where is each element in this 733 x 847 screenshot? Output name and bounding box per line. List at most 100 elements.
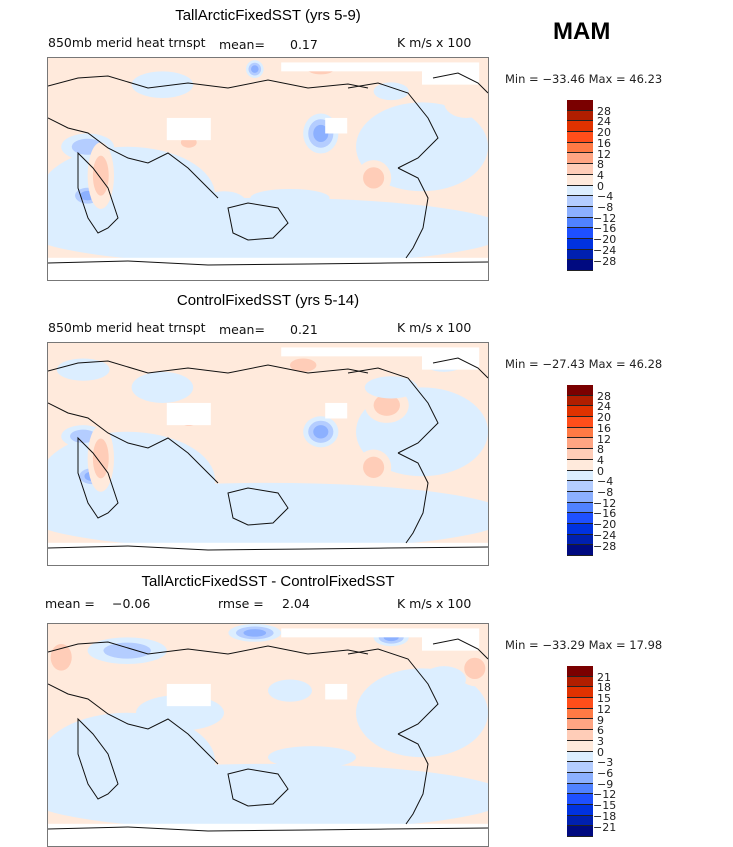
- colorbar-swatch: [567, 772, 593, 784]
- colorbar-tick-label: 8: [597, 443, 604, 457]
- coastline: [347, 82, 439, 169]
- colorbar-tick-label: −4: [597, 190, 614, 204]
- colorbar-swatch: [567, 708, 593, 720]
- field-contour: [444, 86, 488, 118]
- colorbar-tick-label: −12: [593, 496, 617, 510]
- coastline: [432, 357, 488, 379]
- colorbar-tick-label: 12: [597, 147, 611, 161]
- map-svg: [48, 343, 488, 565]
- colorbar-swatch: [567, 523, 593, 535]
- colorbar-tick-label: 4: [597, 168, 604, 182]
- field-contour: [363, 456, 385, 478]
- coastline: [432, 72, 488, 94]
- colorbar: [567, 666, 593, 837]
- mean-label: mean=: [219, 322, 265, 337]
- colorbar-tick-label: −6: [597, 767, 614, 780]
- colorbar-swatch: [567, 740, 593, 752]
- coastline: [397, 167, 429, 259]
- colorbar-swatch: [567, 826, 593, 837]
- colorbar-swatch: [567, 719, 593, 731]
- coastline: [77, 151, 119, 234]
- missing-data-mask: [281, 347, 458, 357]
- field-contour: [251, 65, 259, 73]
- colorbar-tick-label: 0: [597, 745, 604, 759]
- coastline: [397, 452, 429, 544]
- colorbar-swatch: [567, 217, 593, 229]
- colorbar-swatch: [567, 534, 593, 546]
- colorbar-tick-label: −24: [593, 243, 617, 257]
- colorbar-tick-label: 0: [597, 464, 604, 478]
- field-contour: [373, 82, 409, 101]
- variable-label: 850mb merid heat trnspt: [48, 320, 206, 335]
- colorbar-swatch: [567, 121, 593, 133]
- field-contour: [92, 777, 180, 804]
- colorbar-swatch: [567, 502, 593, 514]
- colorbar-tick-label: −8: [597, 201, 614, 214]
- field-contour: [250, 188, 330, 207]
- rmse-value: 2.04: [282, 596, 310, 611]
- colorbar-tick-label: 21: [597, 670, 611, 684]
- colorbar-swatch: [567, 100, 593, 111]
- colorbar-tick-label: 15: [597, 692, 611, 706]
- field-contour: [103, 642, 151, 659]
- field-contour: [422, 666, 466, 693]
- field-contour: [50, 643, 72, 671]
- field-contour: [131, 71, 194, 98]
- colorbar-tick-label: 12: [597, 702, 611, 716]
- missing-data-mask: [166, 402, 211, 426]
- colorbar-swatch: [567, 804, 593, 816]
- colorbar-tick-label: −12: [593, 788, 617, 802]
- colorbar-tick-label: −9: [597, 777, 614, 791]
- colorbar-tick-label: 12: [597, 432, 611, 446]
- colorbar-swatch: [567, 449, 593, 460]
- colorbar-tick-label: −20: [593, 233, 617, 247]
- coastline: [227, 768, 289, 807]
- mean-value: −0.06: [112, 596, 151, 611]
- field-contour: [373, 394, 400, 416]
- colorbar-tick-label: 28: [597, 389, 611, 403]
- panel-title: ControlFixedSST (yrs 5-14): [176, 292, 360, 309]
- field-contour: [313, 425, 329, 439]
- colorbar-tick-label: 24: [597, 115, 611, 129]
- colorbar-tick-label: 16: [597, 136, 611, 150]
- field-contour: [70, 429, 97, 443]
- colorbar-tick-label: −28: [593, 254, 617, 268]
- map-plot: [47, 623, 489, 847]
- colorbar-swatch: [567, 174, 593, 186]
- coastline: [48, 826, 488, 832]
- field-contour: [417, 394, 453, 426]
- units-label: K m/s x 100: [397, 35, 472, 50]
- field-contour: [464, 657, 486, 680]
- missing-data-mask: [166, 683, 211, 707]
- coastline: [48, 683, 219, 765]
- missing-data-mask: [325, 402, 348, 419]
- colorbar-swatch: [567, 783, 593, 795]
- colorbar-swatch: [567, 698, 593, 709]
- colorbar-swatch: [567, 249, 593, 261]
- colorbar-tick-label: 4: [597, 453, 604, 467]
- field-contour: [313, 124, 329, 143]
- colorbar-swatch: [567, 751, 593, 763]
- colorbar-swatch: [567, 545, 593, 556]
- mean-label: mean =: [45, 596, 95, 611]
- colorbar-swatch: [567, 513, 593, 524]
- colorbar-tick-label: 20: [597, 411, 611, 425]
- colorbar-tick-label: −12: [593, 211, 617, 225]
- colorbar-swatch: [567, 132, 593, 143]
- coastline: [48, 360, 369, 374]
- units-label: K m/s x 100: [397, 596, 472, 611]
- variable-label: 850mb merid heat trnspt: [48, 35, 206, 50]
- map-svg: [48, 624, 488, 846]
- colorbar-swatch: [567, 185, 593, 197]
- coastline: [77, 436, 119, 519]
- panel-title: TallArcticFixedSST - ControlFixedSST: [141, 573, 395, 590]
- coastline: [227, 202, 289, 241]
- colorbar-swatch: [567, 395, 593, 407]
- field-contour: [215, 520, 321, 543]
- coastline: [432, 638, 488, 660]
- colorbar-swatch: [567, 110, 593, 122]
- colorbar-tick-label: −3: [597, 756, 614, 770]
- coastline: [397, 733, 429, 825]
- min-max-label: Min = −33.46 Max = 46.23: [505, 72, 663, 86]
- coastline: [48, 260, 488, 266]
